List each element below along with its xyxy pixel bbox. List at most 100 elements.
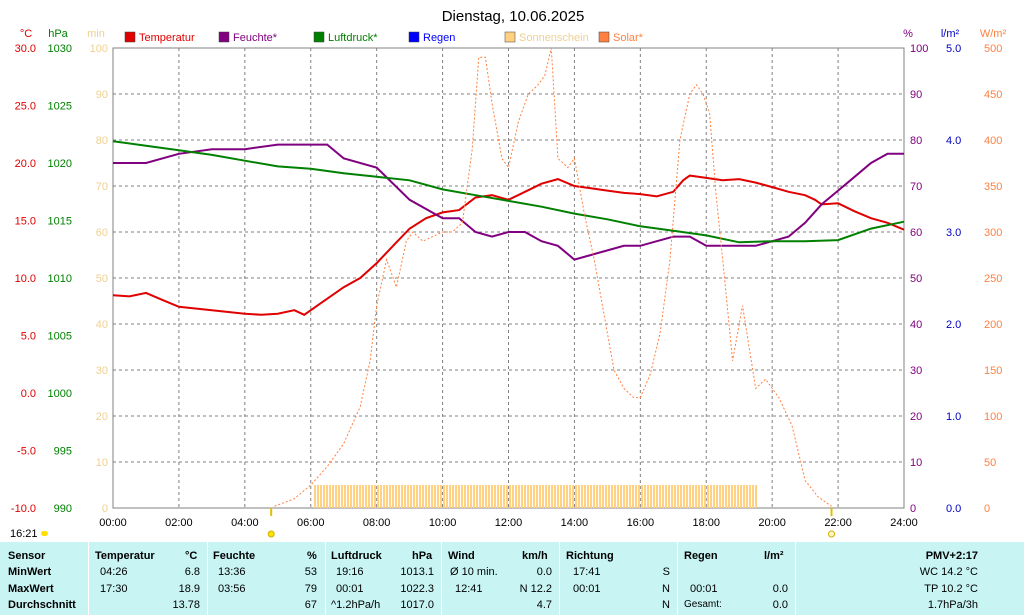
sunshine-bar-90: [584, 485, 587, 508]
sunshine-bar-41: [437, 485, 440, 508]
minutes-tick-70: 70: [96, 181, 108, 193]
sunshine-bar-143: [743, 485, 746, 508]
sunshine-bar-67: [515, 485, 518, 508]
sunshine-bar-125: [689, 485, 692, 508]
sunshine-bar-50: [464, 485, 467, 508]
humidity-tick-100: 100: [910, 43, 928, 55]
dir-row2: N: [662, 583, 670, 595]
sunshine-bar-124: [686, 485, 689, 508]
sunshine-bar-98: [608, 485, 611, 508]
pressure-tick-1025: 1025: [48, 101, 72, 113]
minutes-tick-10: 10: [96, 457, 108, 469]
sunshine-bar-137: [725, 485, 728, 508]
sunshine-bar-8: [338, 485, 341, 508]
sunshine-bar-85: [569, 485, 572, 508]
sunshine-bar-86: [572, 485, 575, 508]
temp-tick--5.0: -5.0: [17, 446, 36, 458]
solar-tick-50: 50: [984, 457, 996, 469]
temp-header: Temperatur: [95, 550, 155, 562]
sunshine-bar-52: [470, 485, 473, 508]
sunshine-bar-58: [488, 485, 491, 508]
sunshine-bar-11: [347, 485, 350, 508]
dir-header: Richtung: [566, 550, 614, 562]
solar-tick-400: 400: [984, 135, 1002, 147]
sunshine-bar-123: [683, 485, 686, 508]
x-tick-00:00: 00:00: [99, 517, 127, 529]
sunshine-bar-128: [698, 485, 701, 508]
series-Solar: [274, 47, 832, 507]
sunshine-bar-25: [389, 485, 392, 508]
sunshine-bar-23: [383, 485, 386, 508]
hum-header: Feuchte: [213, 550, 256, 562]
grid-lines: [113, 48, 904, 508]
x-tick-12:00: 12:00: [495, 517, 523, 529]
solar-tick-200: 200: [984, 319, 1002, 331]
sunshine-bar-95: [599, 485, 602, 508]
legend-swatch-1: [218, 31, 230, 43]
sunshine-bar-19: [371, 485, 374, 508]
sunshine-bar-83: [563, 485, 566, 508]
pressure-unit: hPa: [48, 28, 68, 40]
sunshine-bar-97: [605, 485, 608, 508]
sunshine-bar-144: [746, 485, 749, 508]
sunshine-bar-121: [677, 485, 680, 508]
sunshine-bar-105: [629, 485, 632, 508]
rain-tick-0.0: 0.0: [946, 503, 961, 515]
time-label: 16:21: [10, 528, 38, 540]
sunshine-bar-92: [590, 485, 593, 508]
sunshine-bar-65: [509, 485, 512, 508]
sunshine-bar-70: [524, 485, 527, 508]
temp-tick-25.0: 25.0: [15, 101, 36, 113]
sunshine-bar-114: [656, 485, 659, 508]
sunshine-bar-15: [359, 485, 362, 508]
press-min-time: 19:16: [336, 566, 364, 578]
sunshine-bar-34: [416, 485, 419, 508]
sunshine-bar-131: [707, 485, 710, 508]
durchschnitt-label: Durchschnitt: [8, 599, 76, 611]
sunshine-bar-76: [542, 485, 545, 508]
maxwert-label: MaxWert: [8, 583, 54, 595]
sunshine-bar-119: [671, 485, 674, 508]
sunshine-bar-136: [722, 485, 725, 508]
sunshine-bar-3: [323, 485, 326, 508]
wind-avg: 4.7: [536, 599, 552, 611]
hum-max: 79: [304, 583, 317, 595]
wind-unit: km/h: [522, 550, 548, 562]
rain-total-label: Gesamt:: [684, 599, 722, 610]
chart-legend: Temperatur Feuchte* Luftdruck* Regen Sonnens…: [124, 31, 644, 44]
rain-unit: l/m²: [941, 28, 960, 40]
sunshine-bar-91: [587, 485, 590, 508]
hum-min-time: 13:36: [218, 566, 246, 578]
press-avg: 1017.0: [400, 599, 434, 611]
dir-row2-time: 00:01: [573, 583, 601, 595]
sunshine-bar-104: [626, 485, 629, 508]
sunshine-bar-99: [611, 485, 614, 508]
sunshine-bar-36: [422, 485, 425, 508]
sunshine-bar-28: [398, 485, 401, 508]
humidity-tick-40: 40: [910, 319, 922, 331]
sunshine-bar-0: [314, 485, 317, 508]
sunshine-bar-5: [329, 485, 332, 508]
sunshine-bar-74: [536, 485, 539, 508]
sunshine-bar-39: [431, 485, 434, 508]
humidity-tick-10: 10: [910, 457, 922, 469]
sunshine-bar-107: [635, 485, 638, 508]
sunshine-bar-1: [317, 485, 320, 508]
x-tick-10:00: 10:00: [429, 517, 457, 529]
temp-max-time: 17:30: [100, 583, 128, 595]
sunshine-bar-112: [650, 485, 653, 508]
sunshine-bar-110: [644, 485, 647, 508]
pressure-tick-990: 990: [54, 503, 72, 515]
minutes-tick-90: 90: [96, 89, 108, 101]
rain-tick-1.0: 1.0: [946, 411, 961, 423]
sunshine-bar-14: [356, 485, 359, 508]
sunshine-bar-21: [377, 485, 380, 508]
legend-swatch-0: [124, 31, 136, 43]
humidity-tick-70: 70: [910, 181, 922, 193]
sunshine-bar-10: [344, 485, 347, 508]
temp-tick--10.0: -10.0: [11, 503, 36, 515]
solar-tick-150: 150: [984, 365, 1002, 377]
stats-table: [0, 542, 1024, 615]
sunshine-bar-48: [458, 485, 461, 508]
pmv-wc: WC 14.2 °C: [919, 566, 978, 578]
